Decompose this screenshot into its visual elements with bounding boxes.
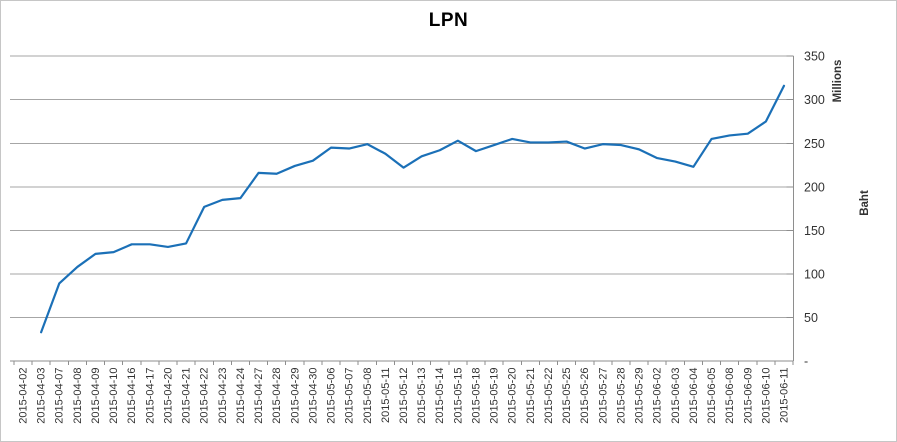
x-axis-tick-label: 2015-05-22 [543, 368, 555, 424]
x-axis-tick-label: 2015-05-28 [615, 368, 627, 424]
data-series-line [40, 84, 786, 334]
x-axis-tick-label: 2015-06-02 [652, 368, 664, 424]
x-axis-tick-label: 2015-04-08 [72, 368, 84, 424]
value-axis-title: Baht [859, 190, 871, 216]
x-axis-tick-label: 2015-05-29 [634, 368, 646, 424]
x-axis-tick-label: 2015-04-17 [144, 368, 156, 424]
x-axis-tick-label: 2015-06-09 [742, 368, 754, 424]
x-axis-tick-label: 2015-05-14 [434, 368, 446, 424]
x-axis-tick-label: 2015-04-28 [271, 368, 283, 424]
y-axis-tick-label: - [804, 355, 808, 369]
x-axis-tick-label: 2015-05-12 [398, 368, 410, 424]
x-axis-tick-label: 2015-05-07 [344, 368, 356, 424]
x-axis-tick-label: 2015-04-22 [199, 368, 211, 424]
units-label: Millions [832, 60, 844, 103]
x-axis-tick-label: 2015-04-23 [217, 368, 229, 424]
x-axis-tick-label: 2015-04-27 [253, 368, 265, 424]
x-axis-tick-label: 2015-04-16 [126, 368, 138, 424]
x-axis-tick-label: 2015-05-27 [597, 368, 609, 424]
x-axis-tick-label: 2015-06-11 [779, 368, 791, 423]
x-axis-tick-label: 2015-04-21 [181, 368, 193, 424]
x-axis-tick-label: 2015-04-29 [289, 368, 301, 424]
x-axis-tick-label: 2015-05-08 [362, 368, 374, 424]
x-axis-tick-label: 2015-04-09 [90, 368, 102, 424]
x-axis-tick-label: 2015-05-18 [470, 368, 482, 424]
x-axis-tick-label: 2015-06-03 [670, 368, 682, 424]
x-axis-tick-label: 2015-05-15 [452, 368, 464, 424]
x-axis-tick-label: 2015-04-24 [235, 368, 247, 424]
y-axis-tick-label: 300 [804, 93, 825, 107]
y-axis-tick-label: 200 [804, 180, 825, 194]
x-axis-tick-label: 2015-05-11 [380, 368, 392, 423]
x-axis-tick-label: 2015-06-08 [724, 368, 736, 424]
y-axis-tick-label: 350 [804, 50, 825, 64]
y-axis-tick-label: 100 [804, 267, 825, 281]
x-axis-tick-label: 2015-05-21 [525, 368, 537, 424]
y-axis-tick-label: 150 [804, 224, 825, 238]
y-axis-tick-label: 50 [804, 311, 818, 325]
x-axis-tick-label: 2015-04-03 [36, 368, 48, 424]
x-axis-tick-label: 2015-04-07 [54, 368, 66, 424]
x-axis-tick-label: 2015-05-26 [579, 368, 591, 424]
x-axis-tick-label: 2015-06-05 [706, 368, 718, 424]
x-axis-tick-label: 2015-05-19 [489, 368, 501, 424]
chart-title: LPN [428, 10, 469, 31]
x-axis-tick-label: 2015-05-13 [416, 368, 428, 424]
x-axis-tick-label: 2015-05-20 [507, 368, 519, 424]
x-axis-tick-label: 2015-04-20 [162, 368, 174, 424]
x-axis-tick-label: 2015-04-10 [108, 368, 120, 424]
x-axis-tick-label: 2015-04-02 [18, 368, 30, 424]
x-axis-tick-label: 2015-05-25 [561, 368, 573, 424]
x-axis-tick-label: 2015-06-04 [688, 368, 700, 424]
x-axis-tick-label: 2015-05-06 [326, 368, 338, 424]
x-axis-tick-label: 2015-04-30 [307, 368, 319, 424]
y-axis-tick-label: 250 [804, 137, 825, 151]
x-axis-tick-label: 2015-06-10 [760, 368, 772, 424]
